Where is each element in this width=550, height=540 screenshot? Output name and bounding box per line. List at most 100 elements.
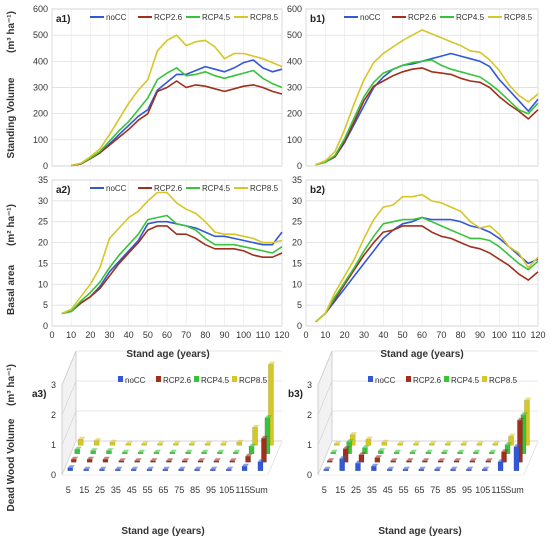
b1-series-line-RCP8.5 xyxy=(315,29,539,166)
a3-bar-top-RCP4.5 xyxy=(201,449,209,453)
a3-bar-RCP8.5 xyxy=(173,443,179,446)
ylabel-basal-unit: (m² ha⁻¹) xyxy=(6,204,17,246)
a2-ytick-label: 35 xyxy=(38,175,48,185)
a3-bar-RCP8.5 xyxy=(188,443,195,446)
b3-category-label: 95 xyxy=(462,485,472,495)
a3-legend-label: RCP2.6 xyxy=(163,376,192,385)
a3-bar-top-RCP4.5 xyxy=(169,449,177,453)
a3-bar-noCC xyxy=(194,469,200,471)
a3-bar-RCP2.6 xyxy=(166,460,172,463)
a3-bar-top-RCP4.5 xyxy=(153,449,161,453)
b3-ytick-label: 0 xyxy=(307,470,312,480)
a3-bar-top-noCC xyxy=(210,466,218,470)
b3-bar-top-RCP4.5 xyxy=(473,449,481,453)
b3-bar-RCP4.5 xyxy=(441,452,447,454)
a3-bar-top-RCP4.5 xyxy=(185,449,193,453)
a1-ytick-label: 100 xyxy=(33,135,48,145)
b3-bar-RCP8.5 xyxy=(365,439,372,446)
b3-bar-RCP4.5 xyxy=(393,452,400,454)
a3-bar-top-RCP8.5 xyxy=(220,441,228,444)
a3-bar-top-noCC xyxy=(162,466,170,470)
b2-series-line-RCP2.6 xyxy=(315,225,539,323)
b3-bar-RCP2.6 xyxy=(327,460,333,463)
b3-bar-top-RCP2.6 xyxy=(469,458,477,461)
b3-bar-RCP8.5 xyxy=(429,443,435,446)
a2-xtick-label: 70 xyxy=(181,330,191,340)
b1-legend-label: RCP8.5 xyxy=(504,13,533,22)
a3-bar-noCC xyxy=(257,461,264,471)
a3-bar-RCP4.5 xyxy=(217,452,223,454)
a1-legend-label: RCP8.5 xyxy=(250,13,279,22)
b3-bar-top-RCP8.5 xyxy=(461,441,469,444)
a3-bar-RCP2.6 xyxy=(213,460,220,463)
a1-series-line-RCP8.5 xyxy=(71,34,283,167)
a3-bar-RCP8.5 xyxy=(125,443,132,446)
b3-bar-top-RCP2.6 xyxy=(485,458,493,461)
a3-bar-top-noCC xyxy=(257,459,265,462)
a3-ytick-label: 1 xyxy=(51,440,56,450)
b3-bar-top-RCP2.6 xyxy=(390,458,398,461)
b2-xtick-label: 0 xyxy=(303,330,308,340)
ylabel-volume-unit: (m³ ha⁻¹) xyxy=(6,11,17,53)
b3-bar-RCP4.5 xyxy=(457,452,463,454)
b3-bar-top-noCC xyxy=(450,466,458,470)
b3-bar-noCC xyxy=(482,469,488,471)
b2-ytick-label: 5 xyxy=(297,300,302,310)
a3-bar-noCC xyxy=(162,469,169,471)
b1-ytick-label: 300 xyxy=(287,83,302,93)
a3-bar-RCP4.5 xyxy=(169,452,176,454)
ylabel-volume: Standing Volume xyxy=(6,77,17,158)
b3-bar-RCP2.6 xyxy=(469,460,476,463)
b3-bar-top-noCC xyxy=(355,460,363,464)
b3-wall-grid xyxy=(317,410,333,446)
b1-ytick-label: 500 xyxy=(287,30,302,40)
a2-xtick-label: 30 xyxy=(104,330,114,340)
a3-bar-top-RCP2.6 xyxy=(87,456,95,460)
b3-bar-top-RCP8.5 xyxy=(508,433,516,437)
b3-bar-top-RCP2.6 xyxy=(406,458,414,461)
a2-xtick-label: 20 xyxy=(85,330,95,340)
a3-bar-top-RCP2.6 xyxy=(118,458,126,461)
a3-legend-label: RCP8.5 xyxy=(239,376,268,385)
b3-bar-noCC xyxy=(450,469,456,471)
a3-bar-RCP4.5 xyxy=(232,452,239,454)
a3-bar-RCP8.5 xyxy=(109,442,116,446)
a3-panel-label: a3) xyxy=(32,389,46,400)
a3-bar-top-RCP8.5 xyxy=(236,439,244,443)
a3-bar-top-RCP2.6 xyxy=(71,456,79,460)
a1-panel-label: a1) xyxy=(56,14,70,25)
b3-legend-swatch xyxy=(406,376,411,382)
b2-xtick-label: 100 xyxy=(492,330,507,340)
a3-legend-label: noCC xyxy=(125,376,146,385)
a3-bar-RCP2.6 xyxy=(261,438,267,463)
a3-bar-RCP8.5 xyxy=(93,440,100,446)
b3-bar-top-RCP4.5 xyxy=(425,449,433,453)
a3-bar-top-noCC xyxy=(146,466,154,470)
a3-bar-RCP4.5 xyxy=(153,452,160,454)
a3-bar-RCP2.6 xyxy=(150,460,156,463)
b3-category-label: 85 xyxy=(446,485,456,495)
a3-category-label: 15 xyxy=(79,485,89,495)
a1-ytick-label: 600 xyxy=(33,4,48,14)
b3-bar-top-RCP4.5 xyxy=(378,448,386,451)
a3-bar-RCP8.5 xyxy=(236,442,242,446)
b3-category-label: Sum xyxy=(505,485,524,495)
a3-bar-top-RCP8.5 xyxy=(189,441,197,444)
a2-ytick-label: 30 xyxy=(38,196,48,206)
a3-wall-grid xyxy=(61,350,77,386)
a3-bar-top-noCC xyxy=(242,463,250,467)
b3-bar-noCC xyxy=(355,463,361,471)
b3-bar-top-RCP4.5 xyxy=(409,449,417,453)
a1-legend-label: RCP2.6 xyxy=(154,13,183,22)
b3-bar-top-noCC xyxy=(513,444,521,447)
b3-bar-top-RCP2.6 xyxy=(422,458,430,461)
a2-xtick-label: 0 xyxy=(49,330,54,340)
a3-bar-top-RCP4.5 xyxy=(74,446,82,450)
a3-bar-noCC xyxy=(99,469,105,471)
b3-bar-top-RCP2.6 xyxy=(454,458,462,461)
a3-bar-top-RCP4.5 xyxy=(249,443,257,447)
a3-bar-top-RCP4.5 xyxy=(217,449,225,453)
b3-category-label: 25 xyxy=(351,485,361,495)
text-layer: Standing Volume (m³ ha⁻¹) Basal area (m²… xyxy=(6,11,464,537)
